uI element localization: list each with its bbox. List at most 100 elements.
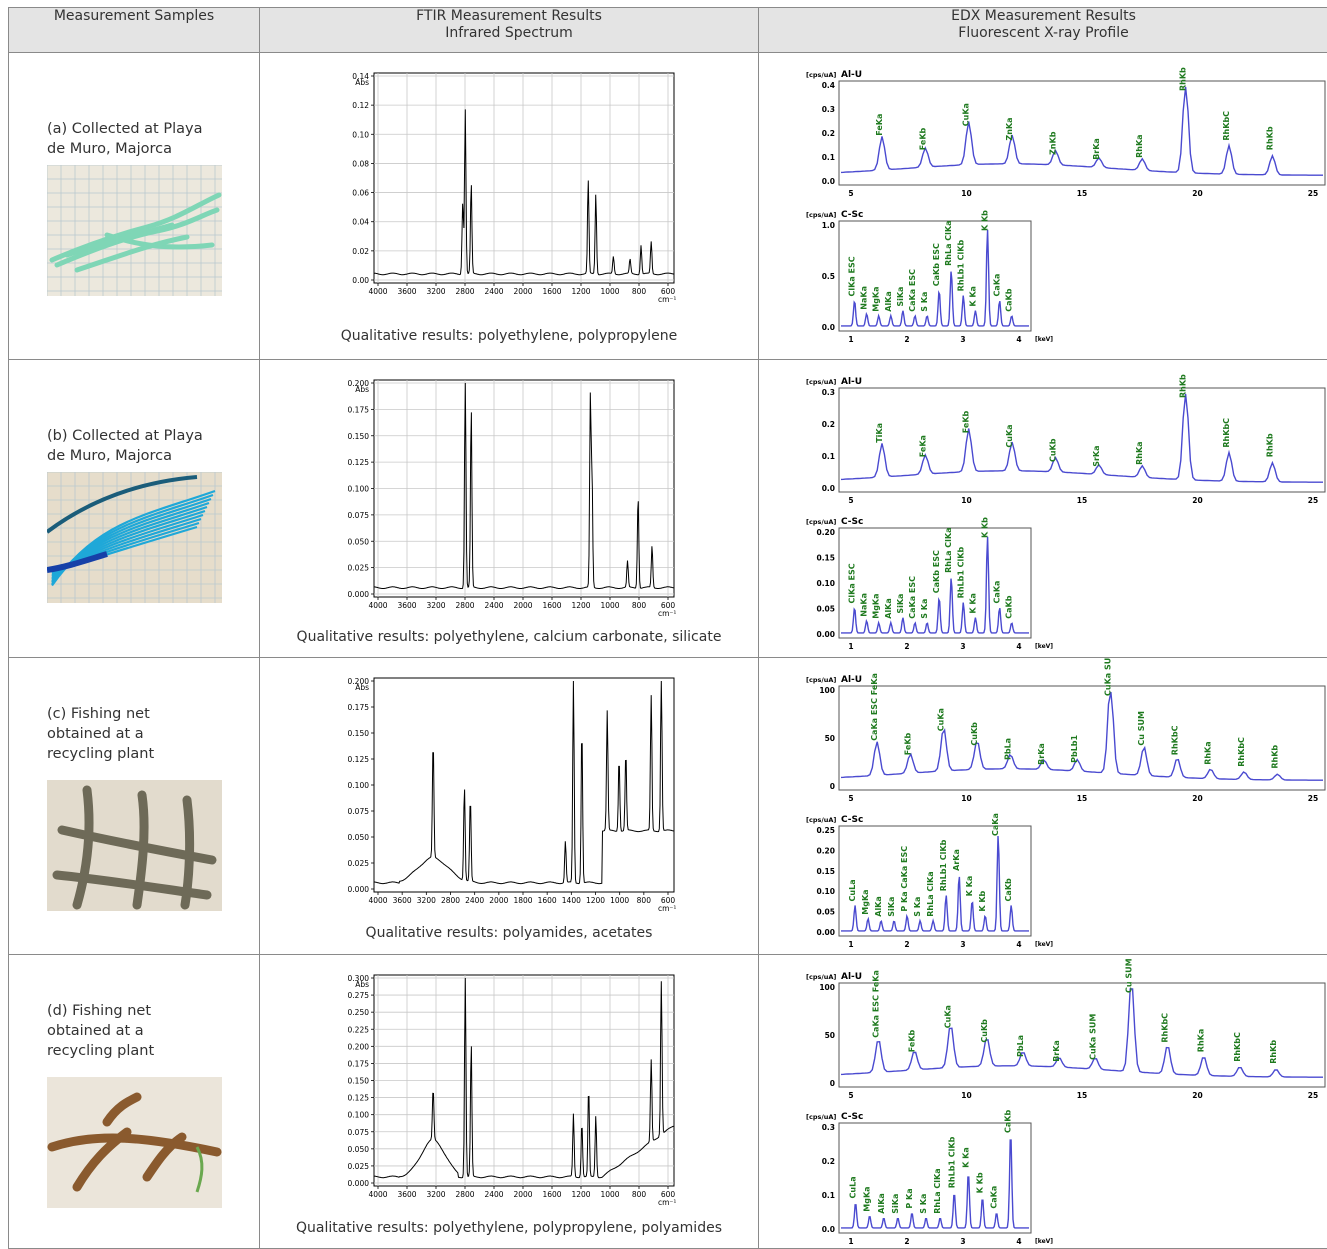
- edx-xtick-label: 10: [961, 1091, 971, 1100]
- ftir-xtick-label: 1200: [571, 287, 590, 296]
- ftir-xtick-label: 4000: [368, 287, 387, 296]
- edx-ytick-label: 0.0: [822, 484, 835, 493]
- edx-xtick-label: 3: [960, 642, 965, 651]
- ftir-xtick-label: 800: [632, 287, 647, 296]
- edx-unit: [cps/uA]: [806, 211, 836, 219]
- qualitative-results: Qualitative results: polyethylene, polyp…: [260, 1220, 758, 1236]
- ftir-xtick-label: 2400: [465, 896, 484, 905]
- ftir-chart: 0.2000.1750.1500.1250.1000.0750.0500.025…: [260, 658, 759, 954]
- edx-xtick-label: 4: [1016, 642, 1021, 651]
- edx-ytick-label: 0: [830, 782, 835, 791]
- edx-element-label: CaKa ESC FeKa: [870, 673, 879, 741]
- sample-label-line: (c) Fishing net: [47, 704, 227, 724]
- edx-ytick-label: 100: [819, 983, 835, 992]
- ftir-xtick-label: 3200: [417, 896, 436, 905]
- edx-element-label: Cu SUM: [1124, 958, 1133, 993]
- ftir-xtick-label: 3200: [426, 287, 445, 296]
- edx-xtick-label: 15: [1077, 189, 1087, 198]
- ftir-ytick-label: 0.025: [348, 564, 370, 573]
- ftir-ytick-label: 0.000: [348, 1179, 370, 1188]
- ftir-xtick-label: 2400: [484, 601, 503, 610]
- ftir-ytick-label: 0.125: [348, 755, 370, 764]
- edx-unit: [cps/uA]: [806, 1113, 836, 1121]
- edx-xtick-label: 1: [848, 940, 853, 949]
- edx-ytick-label: 0.1: [822, 153, 835, 162]
- edx-xtick-label: 1: [848, 335, 853, 344]
- ftir-ytick-label: 0.075: [348, 1128, 370, 1137]
- ftir-ytick-label: 0.150: [348, 1077, 370, 1086]
- edx-xtick-label: 2: [904, 1237, 909, 1246]
- edx-element-label: ZnKa: [1005, 118, 1014, 141]
- edx-ytick-label: 0.2: [822, 1157, 835, 1166]
- edx-element-label: AlKa: [874, 896, 883, 917]
- edx-element-label: ZnKb: [1048, 131, 1057, 155]
- edx-xtick-label: 3: [960, 940, 965, 949]
- sample-label-line: de Muro, Majorca: [47, 139, 227, 159]
- edx-element-label: S Ka: [919, 1194, 928, 1214]
- ftir-xtick-label: 1200: [571, 601, 590, 610]
- edx-element-label: K Ka: [965, 876, 974, 897]
- ftir-ytick-label: 0.100: [348, 1111, 370, 1120]
- edx-ytick-label: 0.20: [816, 528, 835, 537]
- edx-element-label: RhKb: [1179, 67, 1188, 91]
- ftir-xtick-label: 800: [637, 896, 652, 905]
- ftir-ytick-label: 0.050: [348, 537, 370, 546]
- edx-ytick-label: 0.2: [822, 420, 835, 429]
- edx-label: Al-U: [841, 675, 862, 685]
- edx-element-label: RhKb: [1265, 126, 1274, 150]
- edx-element-label: RhKa: [1204, 741, 1213, 764]
- edx-ytick-label: 0.25: [816, 826, 835, 835]
- ftir-ytick-label: 0.02: [352, 247, 369, 256]
- edx-element-label: K Ka: [961, 1147, 970, 1168]
- edx-xtick-label: 4: [1016, 940, 1021, 949]
- edx-label: Al-U: [841, 377, 862, 387]
- edx-label: C-Sc: [841, 210, 863, 220]
- edx-ytick-label: 100: [819, 686, 835, 695]
- edx-element-label: ArKa: [952, 849, 961, 871]
- edx-element-label: FeKb: [908, 1029, 917, 1052]
- edx-element-label: CuKa SUM: [1104, 658, 1113, 696]
- edx-element-label: BrKa: [1092, 138, 1101, 160]
- ftir-xtick-label: 2400: [484, 287, 503, 296]
- edx-element-label: ClKa ESC: [848, 563, 857, 603]
- edx-xtick-label: 3: [960, 1237, 965, 1246]
- ftir-xtick-label: 2800: [455, 287, 474, 296]
- edx-element-label: RhKbC: [1161, 1013, 1170, 1043]
- edx-element-label: FeKb: [918, 127, 927, 150]
- edx-xtick-label: 15: [1077, 496, 1087, 505]
- edx-xtick-label: 25: [1308, 1091, 1318, 1100]
- edx-element-label: K Kb: [975, 1172, 984, 1193]
- ftir-xtick-label: 1600: [542, 1190, 561, 1199]
- edx-unit: [cps/uA]: [806, 973, 836, 981]
- edx-ytick-label: 0.20: [816, 846, 835, 855]
- ftir-ylabel: Abs: [355, 385, 369, 394]
- edx-element-label: RhKb: [1265, 433, 1274, 457]
- edx-element-label: RhKa: [1197, 1029, 1206, 1052]
- edx-element-label: CaKa ESC: [908, 576, 917, 619]
- ftir-ylabel: Abs: [355, 980, 369, 989]
- edx-element-label: CuLa: [849, 1176, 858, 1198]
- ftir-ytick-label: 0.225: [348, 1025, 370, 1034]
- edx-xtick-label: 3: [960, 335, 965, 344]
- edx-xtick-label: 5: [848, 496, 853, 505]
- ftir-ytick-label: 0.150: [348, 729, 370, 738]
- edx-element-label: NaKa: [860, 593, 869, 617]
- edx-element-label: CaKa: [993, 581, 1002, 604]
- ftir-xtick-label: 2000: [513, 1190, 532, 1199]
- header-ftir-line1: FTIR Measurement Results: [416, 8, 602, 24]
- edx-xtick-label: 5: [848, 1091, 853, 1100]
- edx-element-label: FeKa: [918, 435, 927, 457]
- edx-xtick-label: 25: [1308, 496, 1318, 505]
- ftir-xtick-label: 2000: [489, 896, 508, 905]
- edx-ytick-label: 0.1: [822, 1191, 835, 1200]
- header-samples: Measurement Samples: [9, 8, 260, 53]
